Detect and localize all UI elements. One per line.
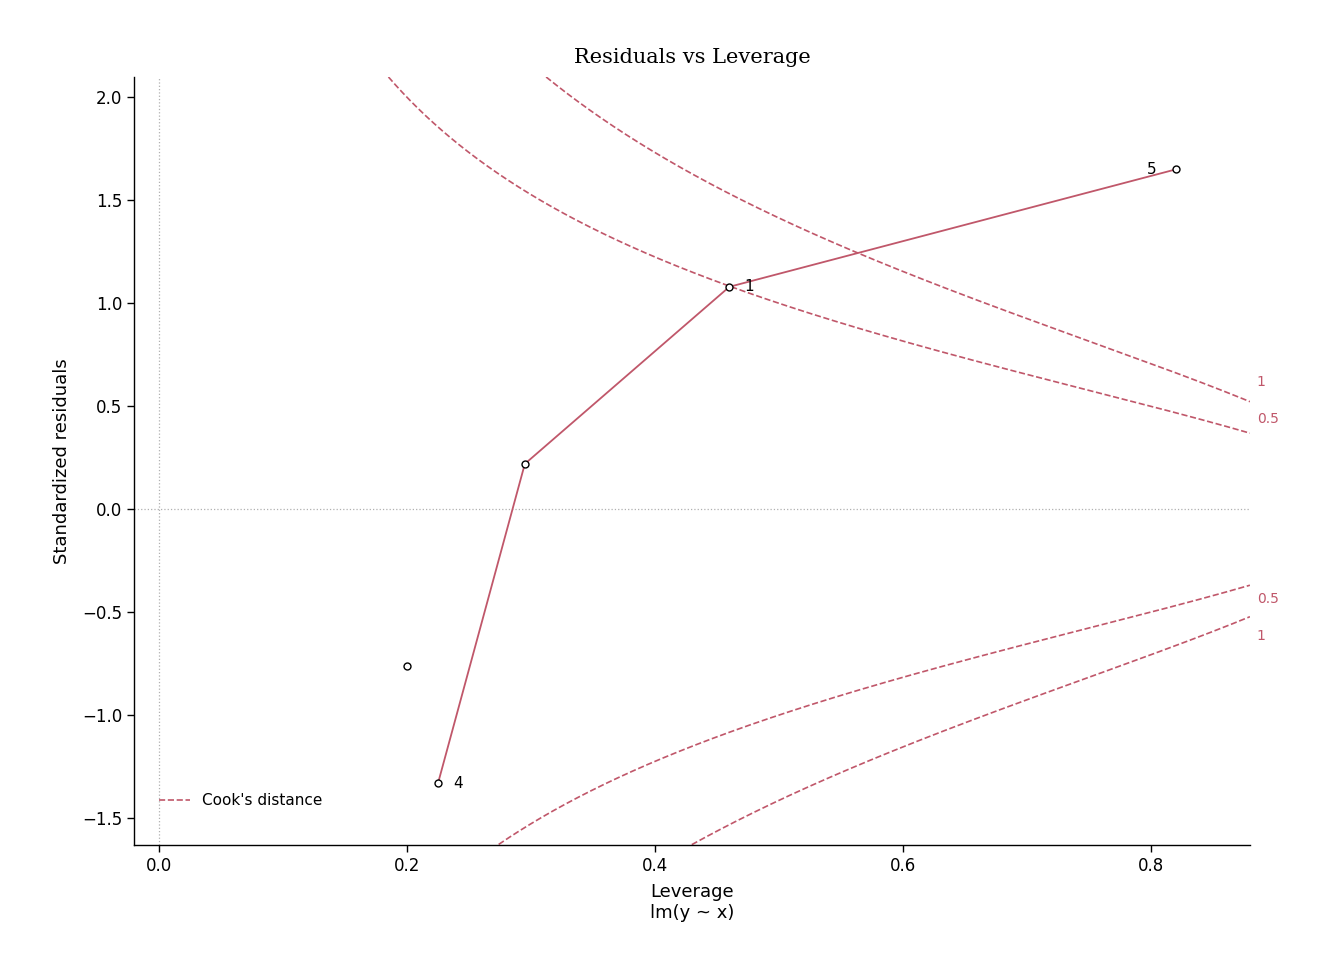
Text: 4: 4 bbox=[453, 776, 462, 790]
Text: 1: 1 bbox=[1257, 629, 1266, 643]
Text: 1: 1 bbox=[745, 279, 754, 295]
X-axis label: Leverage
lm(y ~ x): Leverage lm(y ~ x) bbox=[650, 883, 734, 922]
Text: 1: 1 bbox=[1257, 375, 1266, 389]
Title: Residuals vs Leverage: Residuals vs Leverage bbox=[574, 48, 810, 67]
Legend: Cook's distance: Cook's distance bbox=[153, 787, 328, 814]
Text: 5: 5 bbox=[1148, 162, 1157, 177]
Y-axis label: Standardized residuals: Standardized residuals bbox=[54, 358, 71, 564]
Text: 0.5: 0.5 bbox=[1257, 413, 1278, 426]
Text: 0.5: 0.5 bbox=[1257, 592, 1278, 606]
